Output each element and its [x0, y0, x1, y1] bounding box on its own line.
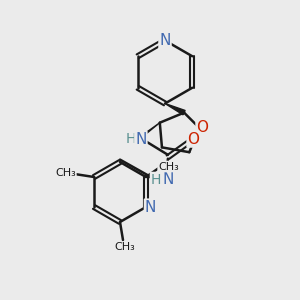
Text: CH₃: CH₃ — [114, 242, 135, 253]
Polygon shape — [133, 123, 160, 142]
Text: H: H — [151, 173, 161, 187]
Text: O: O — [196, 120, 208, 135]
Text: N: N — [159, 33, 171, 48]
Text: N: N — [145, 200, 156, 214]
Polygon shape — [165, 103, 185, 115]
Text: CH₃: CH₃ — [158, 161, 179, 172]
Text: O: O — [188, 132, 200, 147]
Text: N: N — [162, 172, 174, 187]
Text: CH₃: CH₃ — [55, 167, 76, 178]
Text: N: N — [135, 132, 147, 147]
Text: H: H — [126, 132, 136, 146]
